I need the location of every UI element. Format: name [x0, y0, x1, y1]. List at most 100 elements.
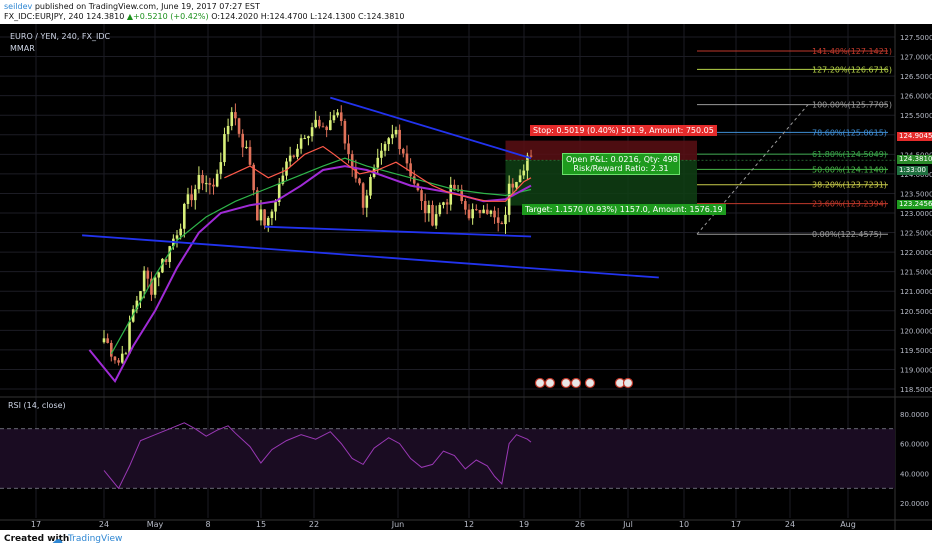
candle-body — [412, 176, 416, 184]
candle-body — [369, 177, 372, 196]
candle-body — [321, 126, 325, 128]
price-tag-target: 123.2456 — [897, 200, 932, 209]
time-tick-label: 17 — [31, 520, 41, 529]
candle-body — [464, 201, 467, 210]
price-tick-label: 125.5000 — [900, 112, 932, 120]
candle-body — [485, 209, 489, 214]
up-arrow-icon: ▲ — [126, 12, 134, 21]
event-marker-icon — [544, 377, 556, 389]
candle-body — [310, 127, 314, 137]
candle-body — [208, 183, 212, 185]
candle-body — [489, 210, 493, 214]
price-tick-label: 121.0000 — [900, 288, 932, 296]
candle-body — [157, 272, 161, 278]
candle-body — [475, 209, 478, 211]
price-tick-label: 127.5000 — [900, 34, 932, 42]
time-tick-label: 26 — [575, 520, 585, 529]
fib-level-label: 23.60%(123.2394) — [812, 200, 887, 209]
candle-body — [113, 356, 117, 361]
author-link[interactable]: seildev — [4, 2, 33, 11]
trendline-long-support — [82, 234, 659, 279]
ohlc-values: O:124.2020 H:124.4700 L:124.1300 C:124.3… — [211, 12, 405, 21]
candle-body — [252, 164, 255, 191]
candle-body — [164, 258, 168, 263]
candle-body — [329, 120, 332, 131]
symbol-quote: FX_IDC:EURJPY, 240 124.3810 — [4, 12, 125, 21]
rsi-tick-label: 40.0000 — [900, 470, 929, 478]
candle-body — [299, 138, 303, 149]
created-with-text: Created with — [4, 534, 70, 544]
price-tick-label: 123.0000 — [900, 210, 932, 218]
candle-body — [493, 210, 496, 218]
target-label: Target: 1.1570 (0.93%) 1157.0, Amount: 1… — [522, 204, 726, 215]
candle-body — [256, 190, 259, 221]
price-tick-label: 122.5000 — [900, 230, 932, 238]
candle-body — [343, 120, 347, 144]
candle-body — [496, 217, 500, 223]
moving-average-fast — [224, 145, 532, 202]
candle-body — [190, 194, 193, 201]
candle-body — [168, 246, 171, 263]
price-tick-label: 118.5000 — [900, 386, 932, 394]
quote-line: FX_IDC:EURJPY, 240 124.3810 ▲+0.5210 (+0… — [4, 12, 405, 22]
candle-body — [179, 228, 182, 236]
candle-body — [423, 201, 427, 214]
candle-body — [212, 184, 215, 187]
fib-level-label: 0.00%(122.4575) — [812, 230, 882, 239]
candle-body — [215, 173, 219, 187]
candle-body — [445, 202, 449, 205]
candle-body — [420, 190, 423, 202]
candle-body — [427, 204, 431, 214]
candle-body — [183, 203, 186, 229]
time-tick-label: 10 — [679, 520, 689, 529]
candle-body — [471, 209, 474, 219]
candle-body — [248, 146, 252, 165]
candle-body — [318, 119, 321, 127]
price-chart[interactable]: 141.40%(127.1421)127.20%(126.6716)100.00… — [0, 24, 932, 530]
time-tick-label: 8 — [205, 520, 210, 529]
candle-body — [409, 163, 412, 177]
candle-body — [106, 338, 109, 343]
indicator-label: MMAR — [10, 44, 35, 53]
candle-body — [307, 136, 310, 139]
candle-body — [332, 115, 336, 121]
candle-body — [117, 360, 120, 363]
candle-body — [201, 174, 204, 184]
pnl-label: Open P&L: 0.0216, Qty: 498 Risk/Reward R… — [562, 153, 680, 175]
fib-level-label: 78.60%(125.0615) — [812, 128, 887, 137]
candle-body — [314, 119, 317, 128]
candle-body — [277, 183, 281, 203]
price-tick-label: 119.0000 — [900, 366, 932, 374]
candle-body — [281, 175, 285, 184]
candle-body — [500, 222, 504, 225]
time-tick-label: 22 — [309, 520, 319, 529]
fib-level-label: 100.00%(125.7705) — [812, 101, 892, 110]
rsi-tick-label: 80.0000 — [900, 411, 929, 419]
candle-body — [354, 167, 358, 179]
fib-diagonal — [696, 104, 809, 235]
candle-body — [336, 112, 339, 116]
candle-body — [511, 183, 515, 188]
candle-body — [135, 300, 139, 310]
event-marker-icon — [560, 377, 572, 389]
candle-body — [526, 155, 529, 171]
candle-body — [124, 353, 128, 355]
candle-body — [529, 155, 533, 157]
price-tick-label: 121.5000 — [900, 269, 932, 277]
candle-body — [383, 144, 387, 151]
candle-body — [391, 134, 394, 139]
time-tick-label: 17 — [731, 520, 741, 529]
candle-body — [288, 155, 292, 162]
time-tick-label: 19 — [519, 520, 529, 529]
candle-body — [438, 204, 442, 215]
candle-body — [387, 138, 390, 145]
candle-body — [467, 209, 471, 219]
candle-body — [274, 202, 277, 212]
candle-body — [515, 182, 518, 188]
candle-body — [518, 175, 522, 183]
tradingview-link[interactable]: TradingView — [68, 534, 123, 544]
fib-level-label: 61.80%(124.5049) — [812, 150, 887, 159]
price-tick-label: 126.0000 — [900, 93, 932, 101]
candle-body — [434, 214, 438, 226]
price-tag-last: 124.3810 — [897, 155, 932, 164]
